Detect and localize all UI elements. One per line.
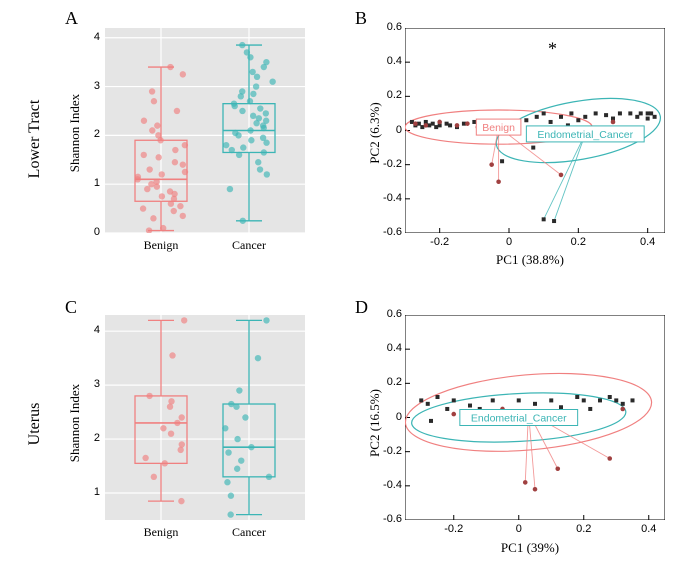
significance-annotation: *: [548, 39, 557, 59]
boxplot-panel-a: [105, 28, 305, 233]
x-tick-label: 0.4: [633, 236, 663, 248]
y-tick-label: 0.6: [377, 308, 402, 320]
y-tick-label: 1: [85, 486, 100, 498]
x-tick-label: 0.4: [634, 523, 664, 535]
y-tick-label: 2: [85, 128, 100, 140]
y-tick-label: 0.4: [377, 342, 402, 354]
x-tick-label: -0.2: [439, 523, 469, 535]
panel-label-b: B: [355, 8, 367, 29]
y-tick-label: 0.4: [377, 55, 402, 67]
x-tick-label: -0.2: [425, 236, 455, 248]
y-tick-label: -0.2: [377, 445, 402, 457]
y-tick-label: -0.2: [377, 158, 402, 170]
panel-label-c: C: [65, 297, 77, 318]
y-tick-label: 4: [85, 31, 100, 43]
y-tick-label: 3: [85, 80, 100, 92]
figure-container: Lower Tract Uterus A B C D Shannon Index…: [0, 0, 685, 575]
y-tick-label: -0.4: [377, 479, 402, 491]
x-axis-label-b: PC1 (38.8%): [470, 252, 590, 268]
legend-text: Endometrial_Cancer: [537, 129, 633, 141]
x-tick-label: 0: [504, 523, 534, 535]
y-tick-label: 2: [85, 432, 100, 444]
y-tick-label: 0: [85, 226, 100, 238]
pca-svg: Benign Endometrial_Cancer *: [405, 28, 665, 233]
boxplot-svg: [105, 28, 305, 233]
pca-panel-b: Benign Endometrial_Cancer *: [405, 28, 665, 233]
y-tick-label: 1: [85, 177, 100, 189]
x-tick-label: 0: [494, 236, 524, 248]
category-label: Cancer: [219, 525, 279, 540]
legend-text: Benign: [482, 122, 515, 134]
y-tick-label: -0.4: [377, 192, 402, 204]
y-tick-label: 0: [377, 124, 402, 136]
row-label-lower-tract: Lower Tract: [26, 79, 44, 199]
y-tick-label: -0.6: [377, 226, 402, 238]
category-label: Cancer: [219, 238, 279, 253]
pca-svg: Endometrial_Cancer: [405, 315, 665, 520]
category-label: Benign: [131, 525, 191, 540]
category-label: Benign: [131, 238, 191, 253]
x-tick-label: 0.2: [563, 236, 593, 248]
panel-label-a: A: [65, 8, 78, 29]
boxplot-svg: [105, 315, 305, 520]
y-tick-label: 4: [85, 324, 100, 336]
y-tick-label: 3: [85, 378, 100, 390]
y-tick-label: -0.6: [377, 513, 402, 525]
y-tick-label: 0.6: [377, 21, 402, 33]
x-tick-label: 0.2: [569, 523, 599, 535]
pca-panel-d: Endometrial_Cancer: [405, 315, 665, 520]
y-axis-label-a: Shannon Index: [67, 83, 83, 183]
y-tick-label: 0: [377, 411, 402, 423]
row-label-uterus: Uterus: [26, 379, 44, 469]
y-tick-label: 0.2: [377, 89, 402, 101]
x-axis-label-d: PC1 (39%): [470, 540, 590, 556]
y-axis-label-c: Shannon Index: [67, 373, 83, 473]
y-tick-label: 0.2: [377, 376, 402, 388]
boxplot-panel-c: [105, 315, 305, 520]
panel-label-d: D: [355, 297, 368, 318]
legend-text: Endometrial_Cancer: [471, 413, 567, 425]
